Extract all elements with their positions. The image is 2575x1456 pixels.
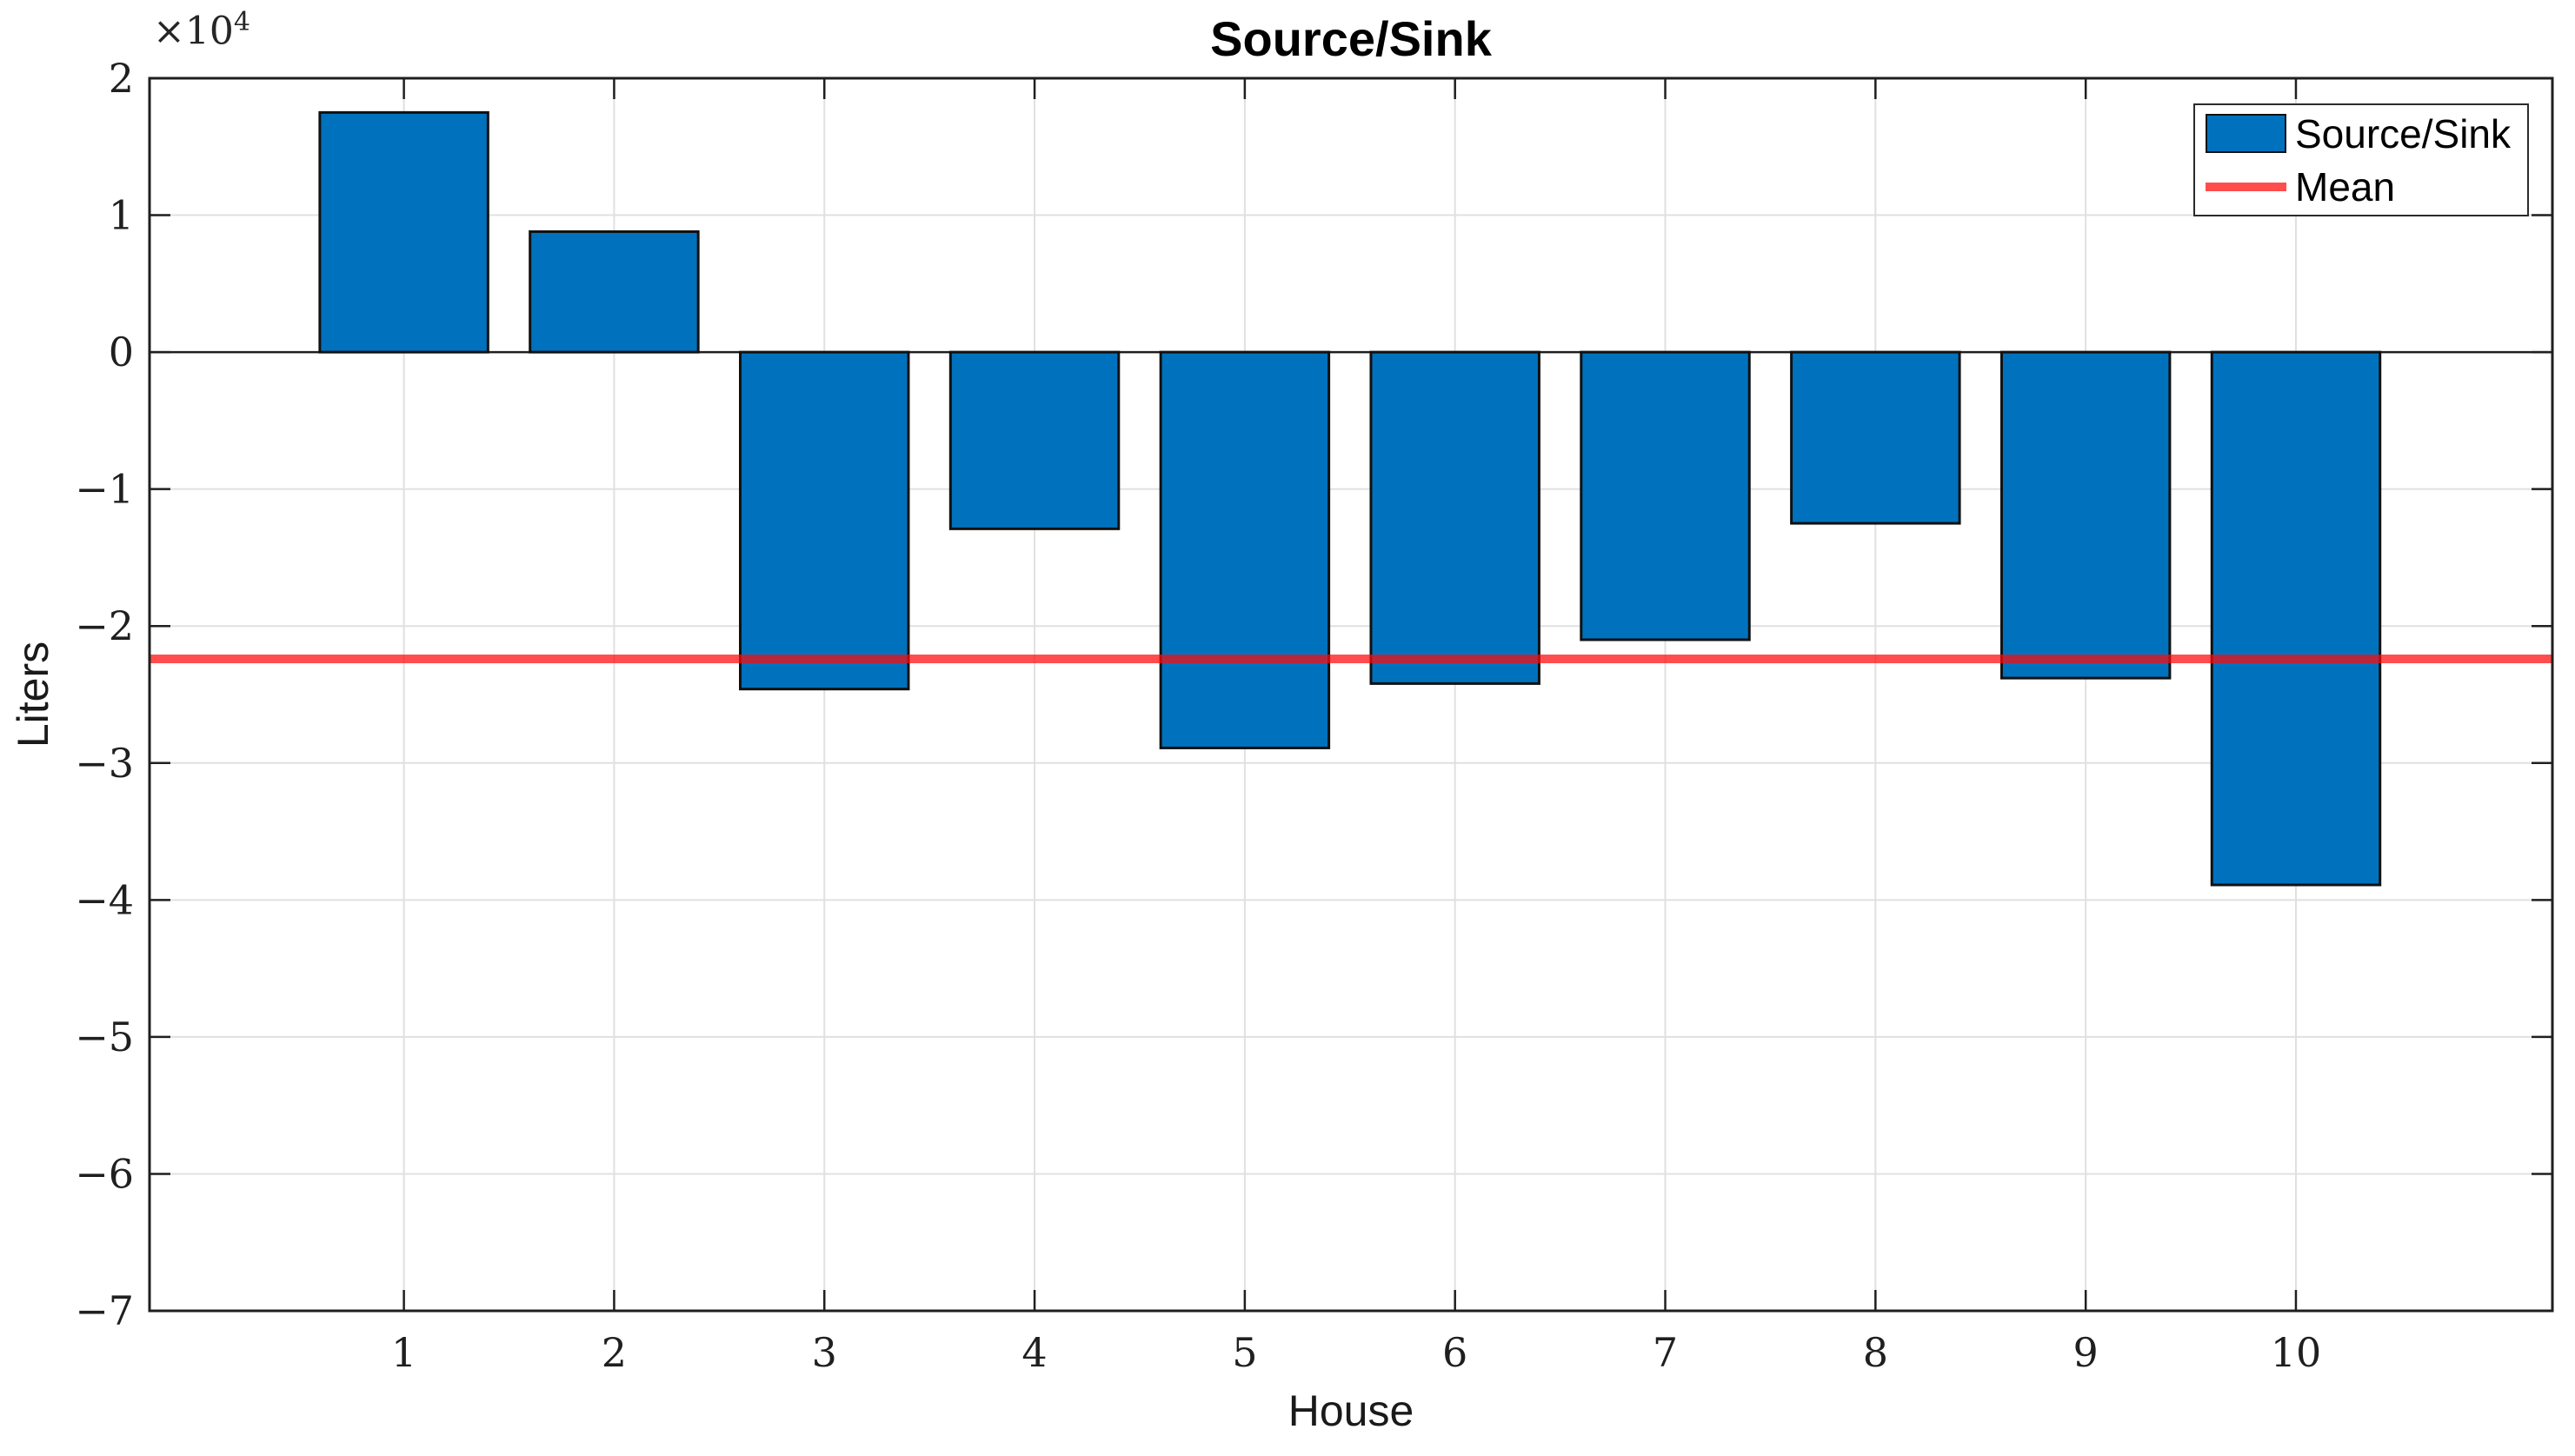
bar <box>529 229 700 354</box>
x-tick-label: 7 <box>1653 1329 1678 1376</box>
x-tick-label: 1 <box>391 1329 416 1376</box>
bar <box>1999 350 2172 680</box>
bar <box>948 350 1121 530</box>
x-tick-label: 8 <box>1863 1329 1888 1376</box>
y-tick-label: −5 <box>75 1014 134 1060</box>
y-axis-exponent-label: ×104 <box>153 7 250 54</box>
y-exponent-base: ×10 <box>153 9 234 54</box>
y-exponent-power: 4 <box>233 7 250 37</box>
x-tick-label: 2 <box>602 1329 627 1376</box>
bar <box>739 350 910 691</box>
legend-label-mean: Mean <box>2295 163 2396 209</box>
y-tick-label: −7 <box>75 1287 134 1334</box>
legend-entry-source-sink: Source/Sink <box>2206 113 2517 154</box>
y-tick-label: −4 <box>75 876 134 923</box>
y-tick-label: −6 <box>75 1150 134 1197</box>
legend-label-source-sink: Source/Sink <box>2295 110 2512 156</box>
bar <box>318 110 489 354</box>
y-tick-label: 2 <box>109 55 134 102</box>
bar <box>1369 350 1540 685</box>
bar <box>1790 350 1961 525</box>
legend: Source/Sink Mean <box>2193 103 2529 216</box>
x-tick-label: 10 <box>2271 1329 2322 1376</box>
y-tick-label: −1 <box>75 466 134 513</box>
y-tick-label: −2 <box>75 602 134 649</box>
x-tick-label: 9 <box>2073 1329 2099 1376</box>
legend-bar-swatch-icon <box>2206 114 2286 153</box>
x-tick-label: 3 <box>812 1329 837 1376</box>
chart-title: Source/Sink <box>1210 11 1492 66</box>
x-tick-label: 6 <box>1442 1329 1467 1376</box>
bar <box>1580 350 1751 642</box>
bar <box>1159 350 1331 749</box>
y-axis-label: Liters <box>9 641 57 748</box>
legend-entry-mean: Mean <box>2206 166 2517 207</box>
y-tick-label: 0 <box>109 329 134 376</box>
bar <box>2210 350 2382 887</box>
x-axis-label: House <box>1288 1386 1414 1435</box>
y-tick-label: −3 <box>75 740 134 787</box>
axes-border <box>148 76 2554 1313</box>
x-tick-label: 4 <box>1021 1329 1047 1376</box>
y-tick-label: 1 <box>109 192 134 239</box>
x-tick-label: 5 <box>1232 1329 1257 1376</box>
legend-mean-line-swatch-icon <box>2206 182 2286 191</box>
